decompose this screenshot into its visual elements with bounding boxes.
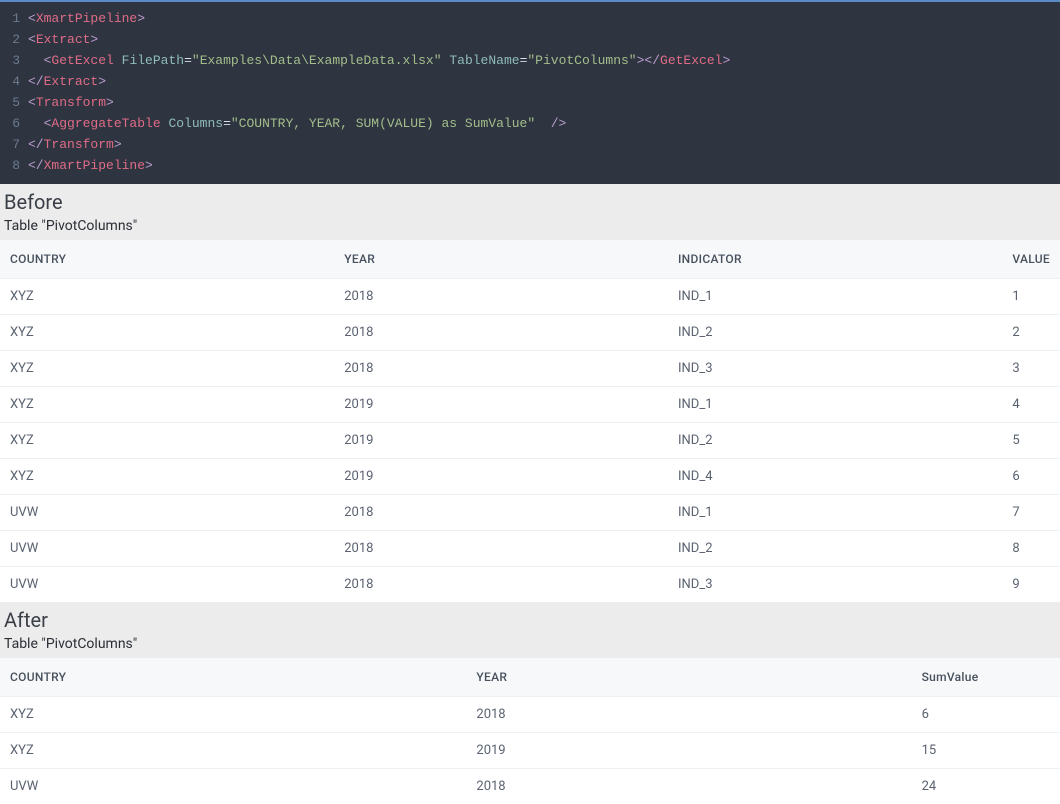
table-row: UVW2018IND_39 bbox=[0, 567, 1060, 603]
table-cell: XYZ bbox=[0, 459, 334, 495]
code-line: 8</XmartPipeline> bbox=[0, 155, 1060, 176]
column-header: INDICATOR bbox=[668, 240, 1002, 279]
line-number: 5 bbox=[0, 92, 28, 113]
table-cell: IND_1 bbox=[668, 279, 1002, 315]
column-header: SumValue bbox=[912, 658, 1060, 697]
table-cell: XYZ bbox=[0, 387, 334, 423]
table-cell: 2018 bbox=[334, 279, 668, 315]
table-cell: IND_4 bbox=[668, 459, 1002, 495]
table-cell: IND_3 bbox=[668, 567, 1002, 603]
after-section: After Table "PivotColumns" bbox=[0, 602, 1060, 658]
after-table: COUNTRYYEARSumValue XYZ20186XYZ201915UVW… bbox=[0, 658, 1060, 804]
code-content: <Extract> bbox=[28, 29, 98, 50]
after-table-header-row: COUNTRYYEARSumValue bbox=[0, 658, 1060, 697]
after-heading: After bbox=[0, 602, 1060, 634]
line-number: 3 bbox=[0, 50, 28, 71]
code-line: 3 <GetExcel FilePath="Examples\Data\Exam… bbox=[0, 50, 1060, 71]
table-row: XYZ2019IND_14 bbox=[0, 387, 1060, 423]
code-line: 2<Extract> bbox=[0, 29, 1060, 50]
before-section: Before Table "PivotColumns" bbox=[0, 184, 1060, 240]
table-cell: IND_3 bbox=[668, 351, 1002, 387]
table-cell: XYZ bbox=[0, 733, 466, 769]
table-cell: 4 bbox=[1002, 387, 1060, 423]
table-row: XYZ2018IND_33 bbox=[0, 351, 1060, 387]
column-header: YEAR bbox=[466, 658, 911, 697]
table-cell: 2018 bbox=[334, 315, 668, 351]
code-content: </XmartPipeline> bbox=[28, 155, 153, 176]
table-cell: 2019 bbox=[334, 459, 668, 495]
table-cell: IND_1 bbox=[668, 387, 1002, 423]
table-cell: 1 bbox=[1002, 279, 1060, 315]
table-cell: XYZ bbox=[0, 697, 466, 733]
code-content: <XmartPipeline> bbox=[28, 8, 145, 29]
column-header: YEAR bbox=[334, 240, 668, 279]
table-cell: 6 bbox=[912, 697, 1060, 733]
table-cell: 2018 bbox=[466, 697, 911, 733]
table-cell: 2019 bbox=[334, 423, 668, 459]
code-line: 5<Transform> bbox=[0, 92, 1060, 113]
code-line: 1<XmartPipeline> bbox=[0, 8, 1060, 29]
table-cell: IND_2 bbox=[668, 423, 1002, 459]
table-cell: XYZ bbox=[0, 423, 334, 459]
table-cell: UVW bbox=[0, 531, 334, 567]
code-line: 7</Transform> bbox=[0, 134, 1060, 155]
line-number: 4 bbox=[0, 71, 28, 92]
table-cell: 15 bbox=[912, 733, 1060, 769]
line-number: 7 bbox=[0, 134, 28, 155]
line-number: 2 bbox=[0, 29, 28, 50]
table-cell: 7 bbox=[1002, 495, 1060, 531]
code-content: <GetExcel FilePath="Examples\Data\Exampl… bbox=[28, 50, 730, 71]
code-line: 4</Extract> bbox=[0, 71, 1060, 92]
column-header: COUNTRY bbox=[0, 240, 334, 279]
table-row: XYZ2019IND_25 bbox=[0, 423, 1060, 459]
table-row: XYZ2019IND_46 bbox=[0, 459, 1060, 495]
line-number: 1 bbox=[0, 8, 28, 29]
table-row: UVW2018IND_17 bbox=[0, 495, 1060, 531]
table-cell: 2018 bbox=[334, 567, 668, 603]
table-cell: 6 bbox=[1002, 459, 1060, 495]
before-table-header-row: COUNTRYYEARINDICATORVALUE bbox=[0, 240, 1060, 279]
after-caption: Table "PivotColumns" bbox=[0, 634, 1060, 658]
code-content: <AggregateTable Columns="COUNTRY, YEAR, … bbox=[28, 113, 566, 134]
table-row: XYZ201915 bbox=[0, 733, 1060, 769]
line-number: 6 bbox=[0, 113, 28, 134]
table-cell: IND_1 bbox=[668, 495, 1002, 531]
table-row: UVW201824 bbox=[0, 769, 1060, 804]
code-editor: 1<XmartPipeline>2<Extract>3 <GetExcel Fi… bbox=[0, 0, 1060, 184]
table-cell: 2018 bbox=[334, 495, 668, 531]
table-cell: 2018 bbox=[466, 769, 911, 804]
table-cell: XYZ bbox=[0, 315, 334, 351]
table-cell: 8 bbox=[1002, 531, 1060, 567]
table-cell: 2018 bbox=[334, 351, 668, 387]
table-row: UVW2018IND_28 bbox=[0, 531, 1060, 567]
column-header: VALUE bbox=[1002, 240, 1060, 279]
table-cell: 24 bbox=[912, 769, 1060, 804]
before-table: COUNTRYYEARINDICATORVALUE XYZ2018IND_11X… bbox=[0, 240, 1060, 602]
code-line: 6 <AggregateTable Columns="COUNTRY, YEAR… bbox=[0, 113, 1060, 134]
table-cell: UVW bbox=[0, 495, 334, 531]
table-cell: 2 bbox=[1002, 315, 1060, 351]
table-row: XYZ2018IND_11 bbox=[0, 279, 1060, 315]
code-content: <Transform> bbox=[28, 92, 114, 113]
table-cell: 2018 bbox=[334, 531, 668, 567]
table-row: XYZ2018IND_22 bbox=[0, 315, 1060, 351]
table-cell: 2019 bbox=[334, 387, 668, 423]
code-content: </Extract> bbox=[28, 71, 106, 92]
table-cell: UVW bbox=[0, 769, 466, 804]
table-row: XYZ20186 bbox=[0, 697, 1060, 733]
column-header: COUNTRY bbox=[0, 658, 466, 697]
before-caption: Table "PivotColumns" bbox=[0, 216, 1060, 240]
table-cell: 3 bbox=[1002, 351, 1060, 387]
before-heading: Before bbox=[0, 184, 1060, 216]
table-cell: 5 bbox=[1002, 423, 1060, 459]
code-content: </Transform> bbox=[28, 134, 122, 155]
table-cell: IND_2 bbox=[668, 531, 1002, 567]
table-cell: IND_2 bbox=[668, 315, 1002, 351]
table-cell: UVW bbox=[0, 567, 334, 603]
table-cell: XYZ bbox=[0, 279, 334, 315]
table-cell: XYZ bbox=[0, 351, 334, 387]
line-number: 8 bbox=[0, 155, 28, 176]
table-cell: 2019 bbox=[466, 733, 911, 769]
table-cell: 9 bbox=[1002, 567, 1060, 603]
